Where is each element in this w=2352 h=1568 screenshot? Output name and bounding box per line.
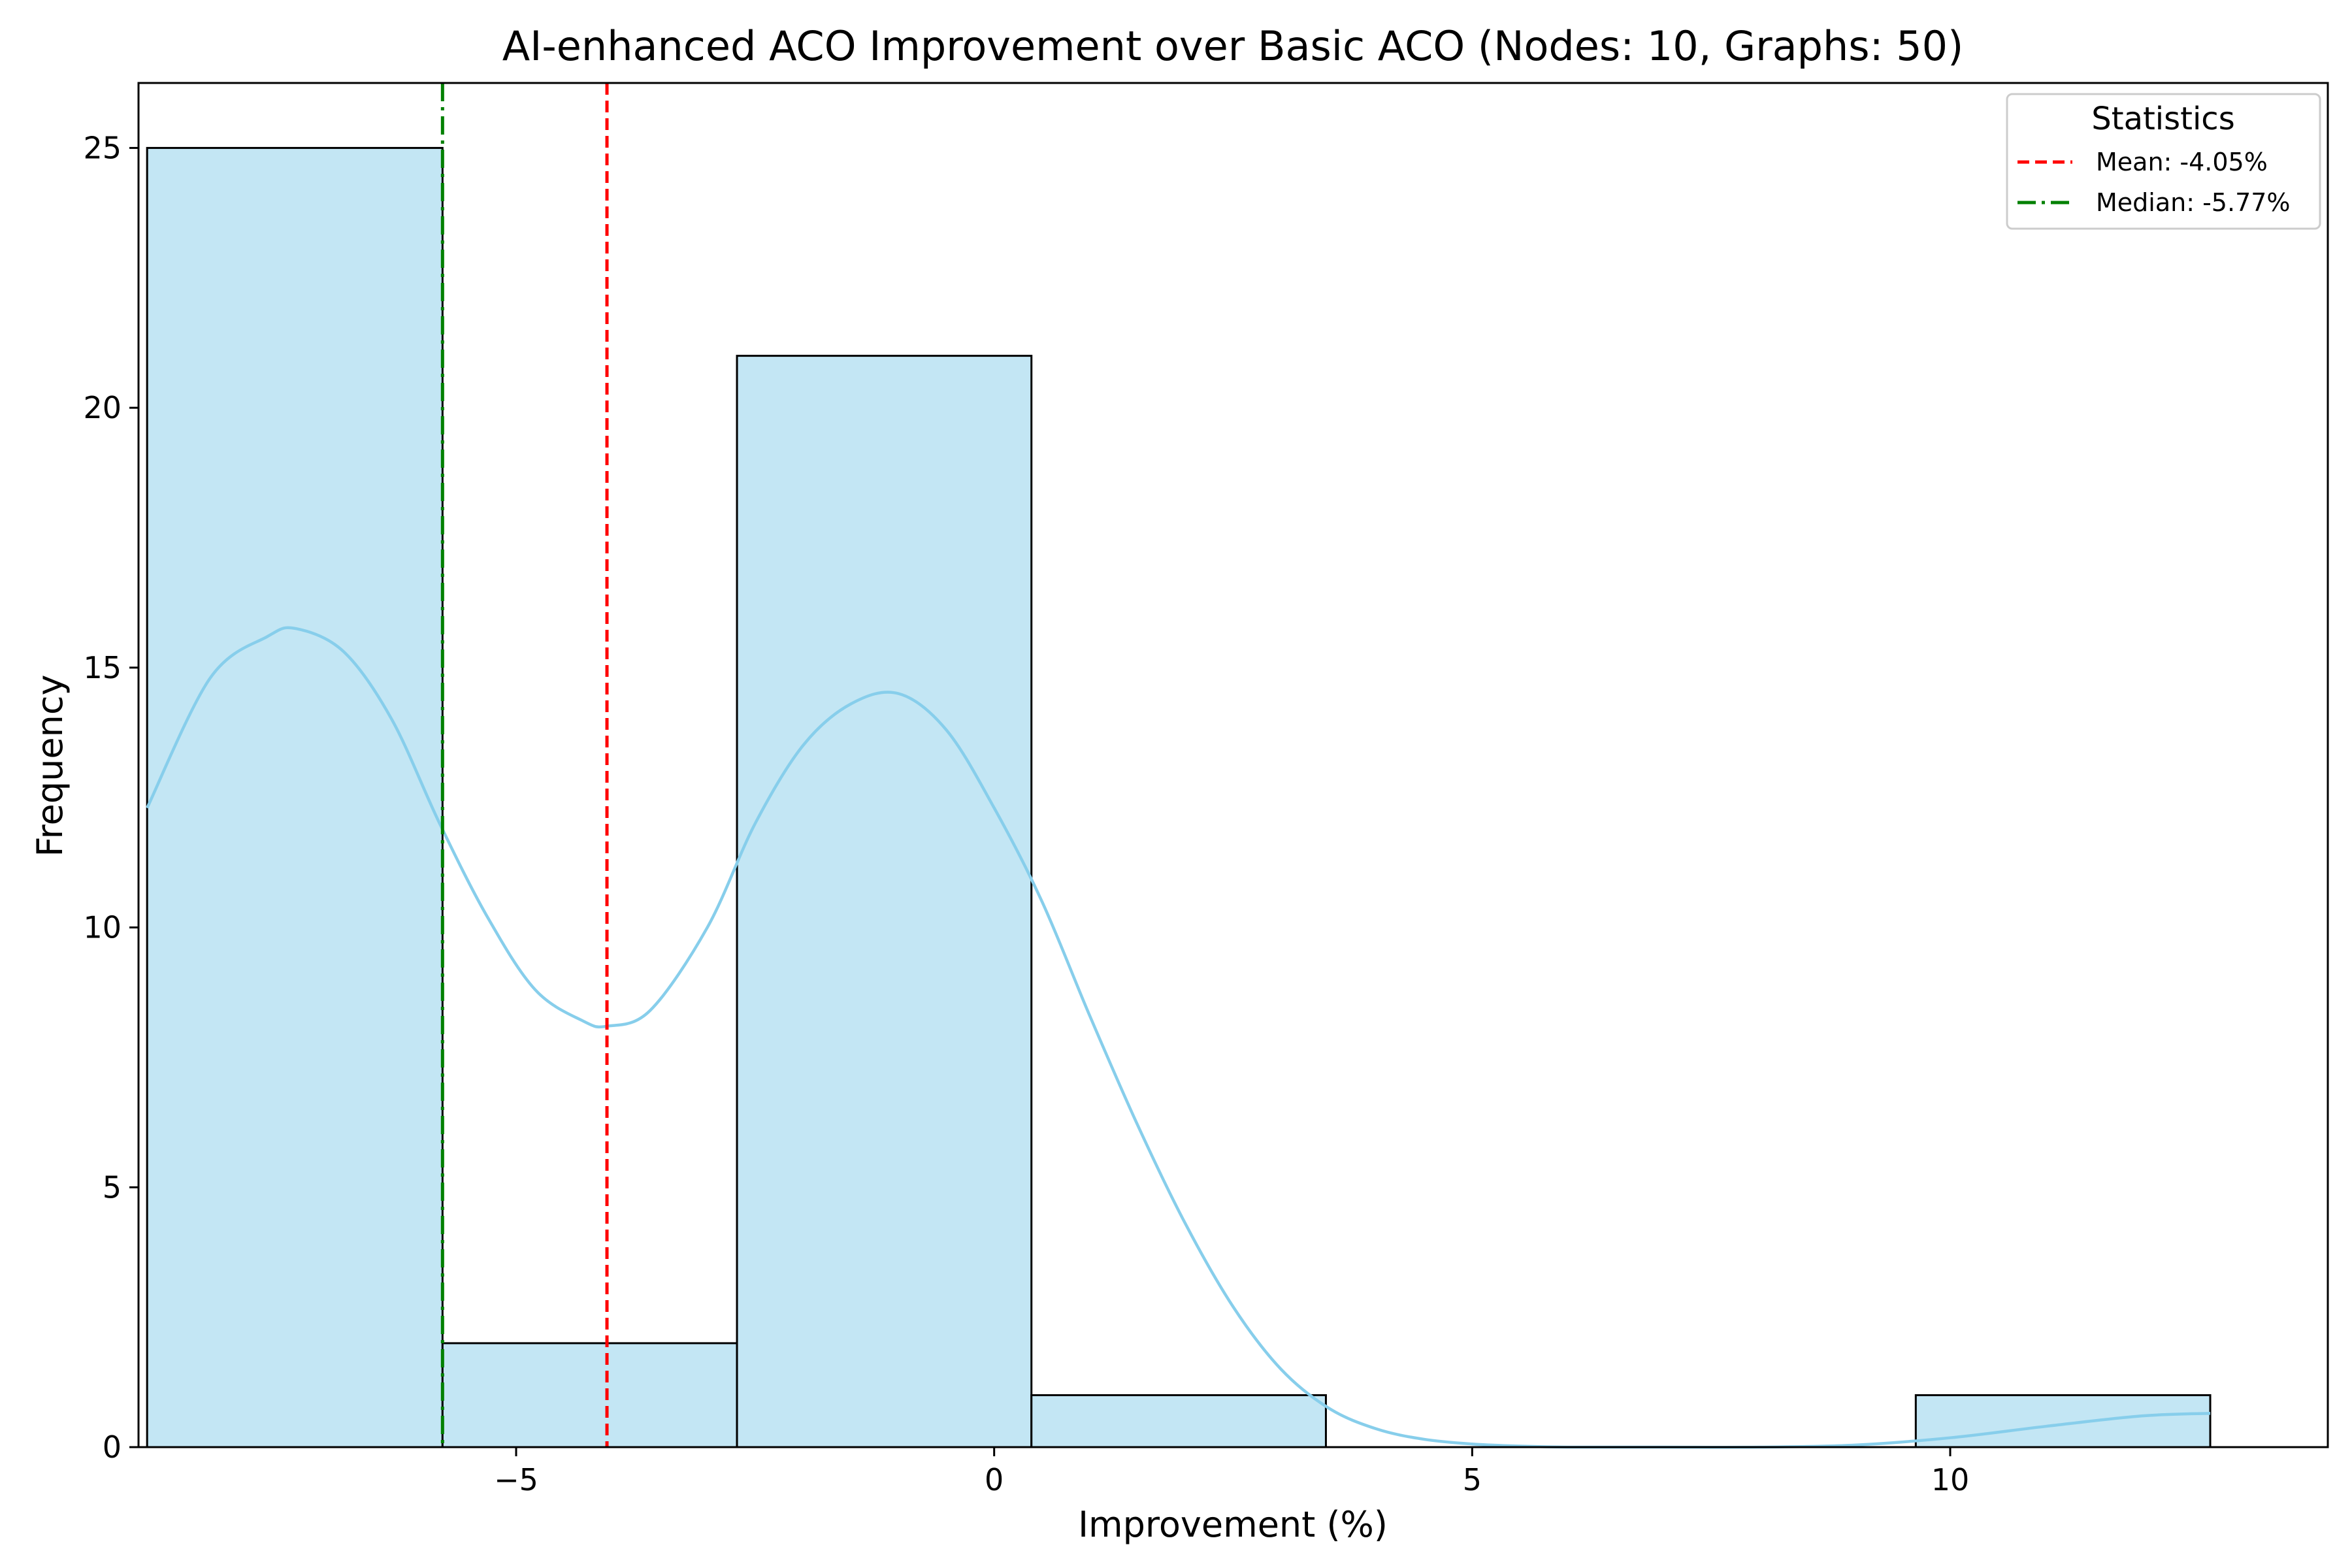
legend-box xyxy=(2006,93,2321,230)
x-axis: −5 0 5 10 xyxy=(494,1447,1969,1497)
legend-mean-label: Mean: -4.05% xyxy=(2096,148,2268,176)
y-tick-label: 25 xyxy=(83,130,122,165)
legend: Statistics Mean: -4.05% Median: -5.77% xyxy=(2006,93,2321,230)
x-tick-label: 5 xyxy=(1463,1462,1482,1497)
histogram-bars xyxy=(146,146,2212,1448)
histogram-bar xyxy=(441,1342,738,1448)
legend-median-label: Median: -5.77% xyxy=(2096,188,2291,217)
legend-title: Statistics xyxy=(2091,101,2234,137)
plot-area xyxy=(137,82,2329,1449)
y-tick-label: 10 xyxy=(83,910,122,945)
kde-curve xyxy=(146,626,2211,1449)
y-axis: 0 5 10 15 20 25 xyxy=(83,130,139,1465)
y-tick-label: 20 xyxy=(83,390,122,425)
chart-title: AI-enhanced ACO Improvement over Basic A… xyxy=(502,22,1964,70)
histogram-bar xyxy=(1030,1394,1327,1448)
x-tick-label: −5 xyxy=(494,1462,538,1497)
y-tick-label: 15 xyxy=(83,650,122,685)
x-tick-label: 10 xyxy=(1931,1462,1970,1497)
y-tick-label: 0 xyxy=(103,1429,122,1465)
x-tick-label: 0 xyxy=(985,1462,1004,1497)
y-axis-label: Frequency xyxy=(29,675,71,857)
plot-frame xyxy=(137,82,2329,1448)
histogram-bar xyxy=(146,146,444,1448)
x-axis-label: Improvement (%) xyxy=(1078,1504,1388,1545)
y-tick-label: 5 xyxy=(103,1169,122,1205)
histogram-bar xyxy=(736,355,1033,1448)
histogram-bar xyxy=(1914,1394,2212,1448)
